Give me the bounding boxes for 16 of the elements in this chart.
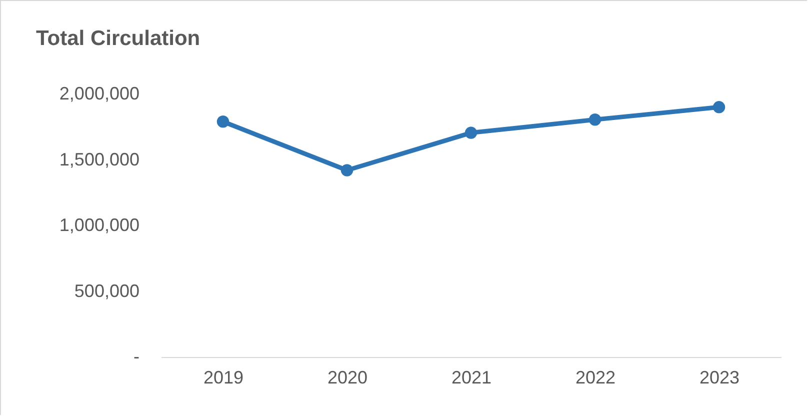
x-tick-label: 2022 bbox=[575, 368, 616, 388]
x-tick-label: 2019 bbox=[203, 368, 244, 388]
y-tick-label: - bbox=[134, 346, 140, 366]
y-tick-label: 500,000 bbox=[74, 280, 140, 301]
y-tick-label: 2,000,000 bbox=[59, 84, 140, 104]
y-tick-label: 1,500,000 bbox=[59, 149, 140, 170]
y-tick-label: 1,000,000 bbox=[59, 215, 140, 235]
x-tick-label: 2021 bbox=[451, 368, 492, 388]
point bbox=[216, 116, 230, 128]
point bbox=[588, 114, 602, 126]
point bbox=[464, 126, 478, 139]
point bbox=[340, 164, 354, 176]
x-tick-label: 2020 bbox=[327, 368, 368, 388]
point bbox=[712, 101, 726, 114]
chart-title: Total Circulation bbox=[36, 27, 200, 50]
x-tick-label: 2023 bbox=[699, 368, 740, 388]
